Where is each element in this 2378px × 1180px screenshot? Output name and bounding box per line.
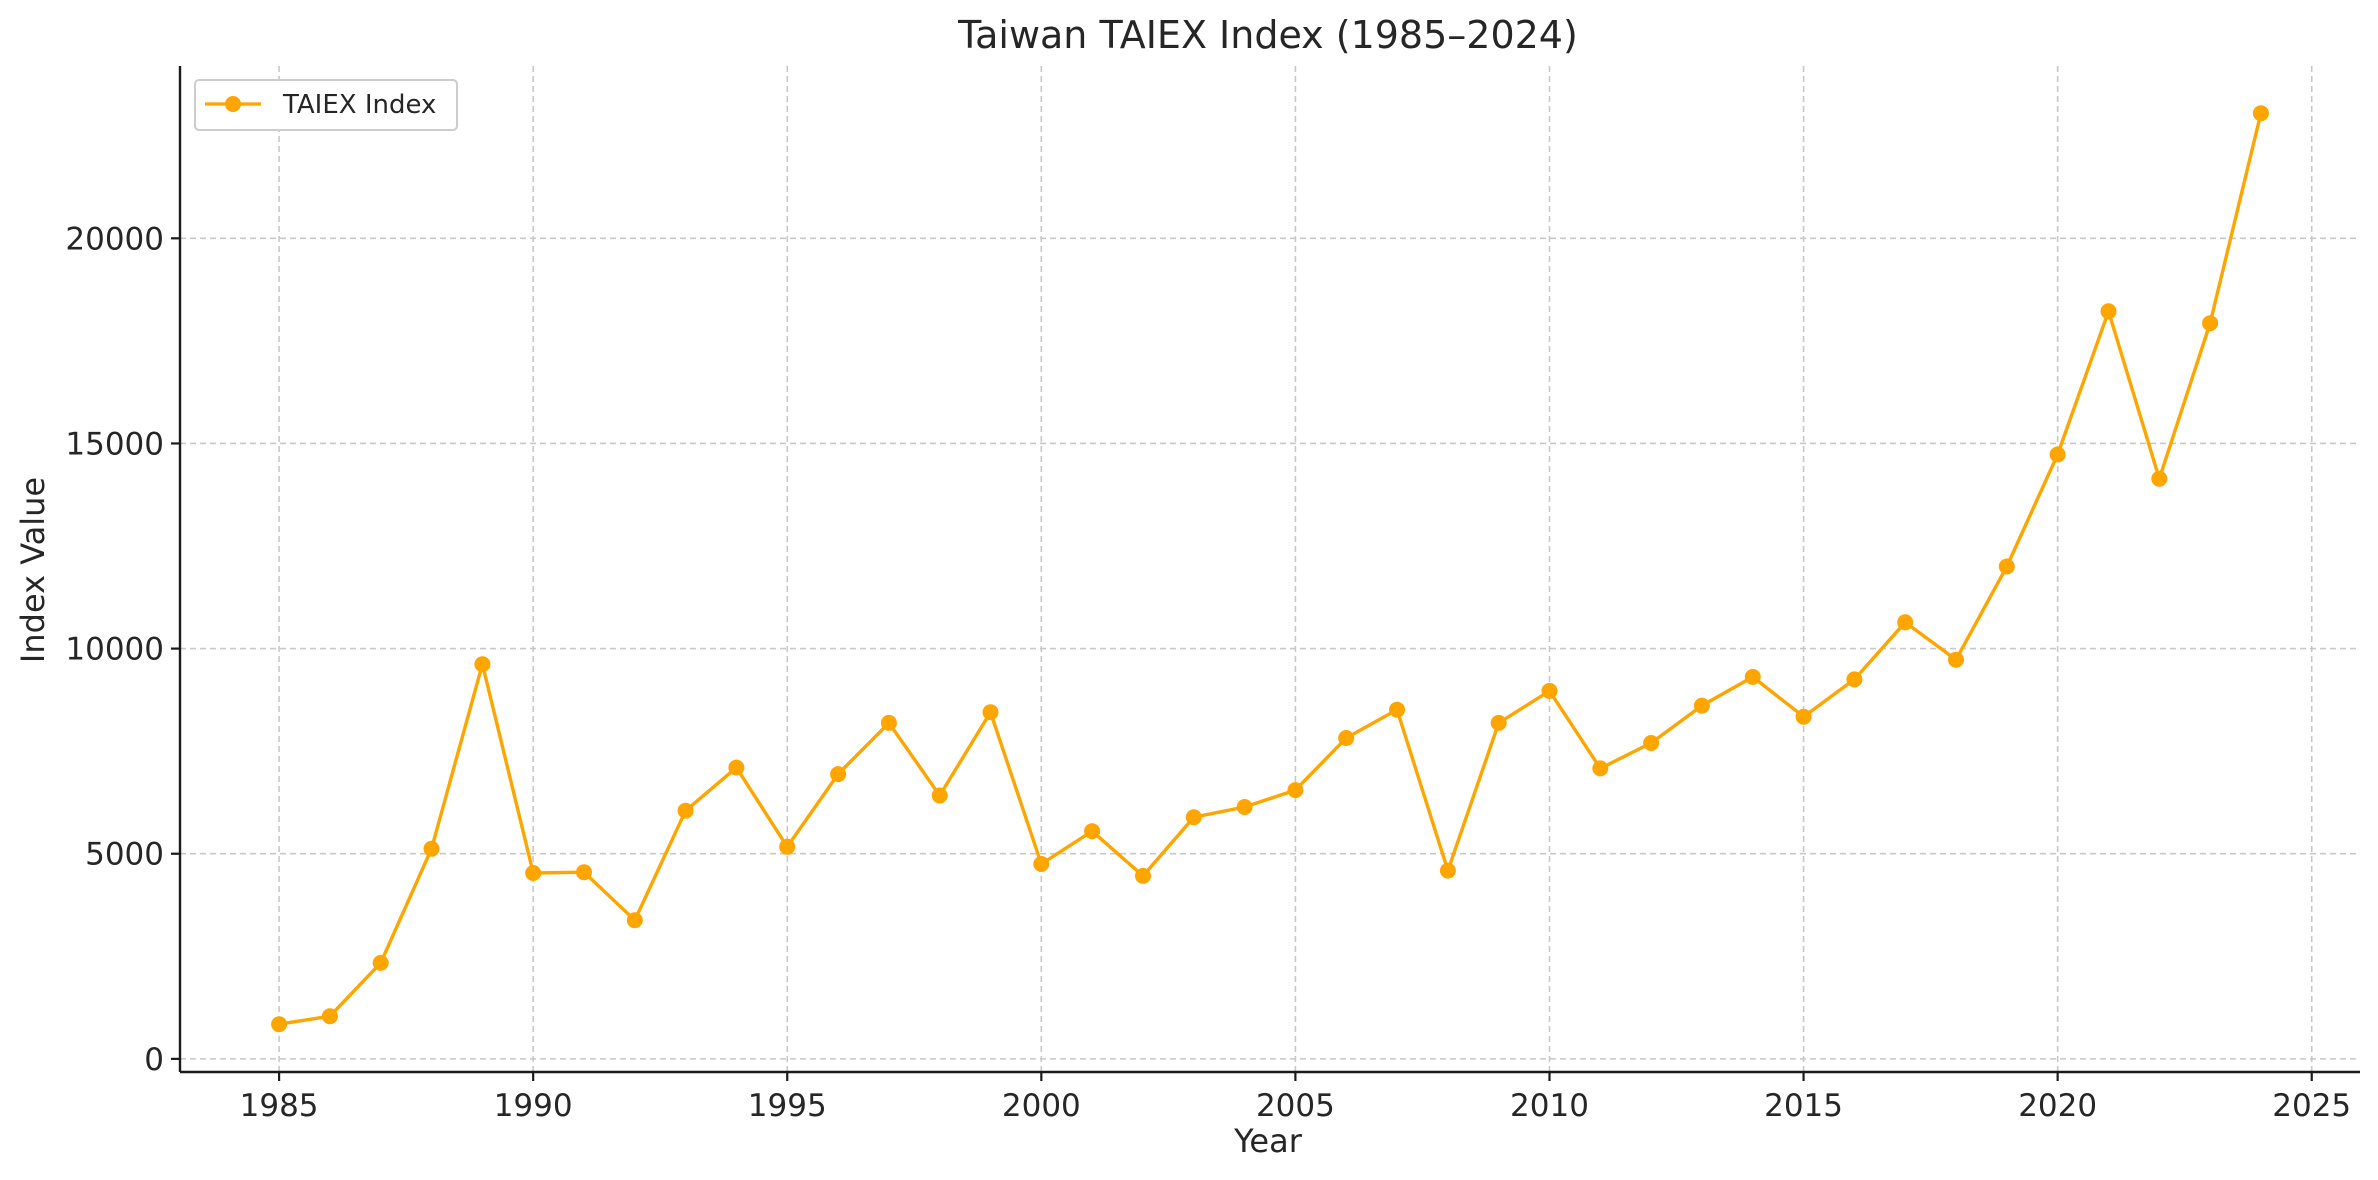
x-tick-label: 2015 (1764, 1088, 1843, 1124)
data-point (576, 864, 592, 881)
data-point (982, 704, 999, 721)
y-tick-label: 10000 (65, 632, 164, 668)
data-point (1541, 682, 1558, 699)
data-point (1338, 730, 1355, 746)
data-point (2252, 105, 2269, 122)
data-point (830, 766, 847, 783)
data-point (1389, 701, 1405, 718)
x-tick-label: 2000 (1002, 1088, 1081, 1124)
data-point (1490, 714, 1507, 731)
data-point (1948, 651, 1964, 668)
legend-label: TAIEX Index (282, 90, 436, 120)
data-point (1135, 867, 1151, 884)
data-point (372, 954, 389, 971)
data-point (474, 656, 491, 673)
data-point (1846, 671, 1863, 688)
data-point (626, 912, 643, 929)
data-point (1897, 614, 1914, 631)
legend-point-marker (225, 96, 241, 112)
data-point (1084, 823, 1101, 840)
axes-spines (178, 66, 2360, 1074)
data-point (677, 802, 694, 819)
x-tick-label: 2025 (2272, 1088, 2351, 1124)
data-point (1998, 558, 2015, 575)
x-tick-label: 1985 (240, 1088, 319, 1124)
y-axis-label: Index Value (14, 477, 52, 663)
data-point (1693, 697, 1710, 714)
data-point (779, 838, 796, 855)
data-point (1643, 735, 1660, 751)
data-point (2100, 303, 2117, 320)
chart-title: Taiwan TAIEX Index (1985–2024) (957, 13, 1578, 57)
data-point (1744, 668, 1761, 685)
series-layer (271, 105, 2269, 1033)
data-point (1287, 782, 1304, 799)
data-point (880, 714, 897, 731)
y-tick-label: 20000 (65, 221, 164, 257)
x-tick-label: 2010 (1510, 1088, 1589, 1124)
data-point (1033, 856, 1050, 872)
legend-box (194, 79, 458, 131)
y-tick-label: 15000 (65, 426, 164, 462)
x-tick-label: 1990 (494, 1088, 573, 1124)
data-point (2202, 315, 2219, 332)
data-point (321, 1008, 338, 1025)
x-tick-label: 2005 (1256, 1088, 1335, 1124)
y-tick-label: 0 (144, 1042, 164, 1078)
data-point (2049, 446, 2066, 463)
x-axis-label: Year (1233, 1122, 1303, 1160)
data-point (525, 865, 542, 881)
y-tick-label: 5000 (85, 837, 164, 873)
data-point (931, 787, 948, 804)
grid-layer (180, 66, 2360, 1072)
data-point (423, 840, 440, 857)
series-line (278, 112, 2263, 1026)
axis-ticks: 1985 1990 1995 2000 2005 2010 2015 2020 2025 0 500… (65, 221, 2351, 1124)
legend: TAIEX Index (194, 79, 458, 131)
x-tick-label: 1995 (748, 1088, 827, 1124)
data-point (271, 1016, 288, 1033)
data-point (1592, 760, 1609, 777)
x-tick-label: 2020 (2018, 1088, 2097, 1124)
data-point (1185, 809, 1202, 826)
data-point (2151, 470, 2168, 487)
data-point (1236, 799, 1253, 815)
data-point (1795, 708, 1812, 725)
data-point (1439, 862, 1456, 879)
data-point (728, 759, 745, 776)
